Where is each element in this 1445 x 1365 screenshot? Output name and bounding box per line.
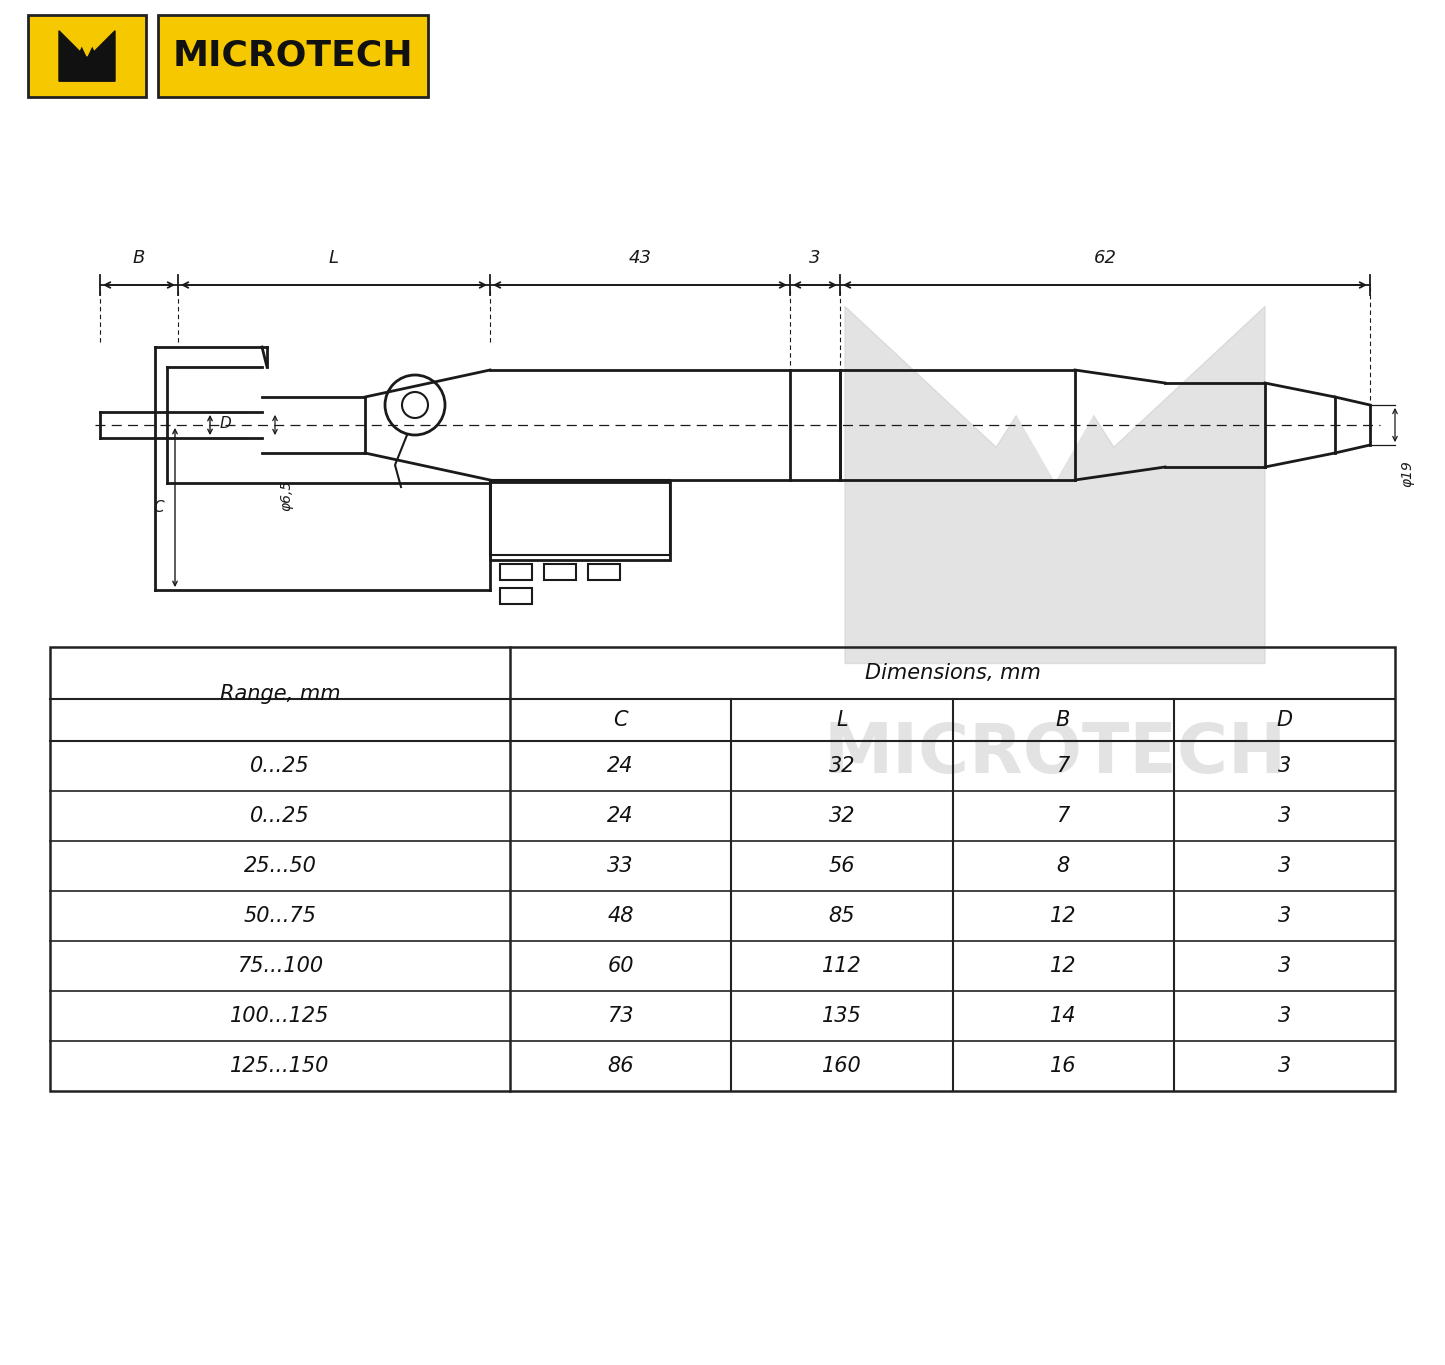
Bar bbox=[543, 564, 577, 580]
Text: 3: 3 bbox=[1277, 1006, 1290, 1026]
Text: 56: 56 bbox=[828, 856, 855, 876]
Text: L: L bbox=[329, 248, 340, 268]
Text: 112: 112 bbox=[822, 955, 861, 976]
Text: 8: 8 bbox=[1056, 856, 1069, 876]
Text: MICROTECH: MICROTECH bbox=[824, 721, 1286, 788]
Text: 24: 24 bbox=[607, 756, 634, 775]
Bar bbox=[490, 480, 670, 556]
Text: 43: 43 bbox=[629, 248, 652, 268]
Text: 100...125: 100...125 bbox=[230, 1006, 329, 1026]
Text: 50...75: 50...75 bbox=[244, 906, 316, 925]
Text: 0...25: 0...25 bbox=[250, 805, 309, 826]
Text: 86: 86 bbox=[607, 1057, 634, 1076]
Text: 7: 7 bbox=[1056, 756, 1069, 775]
Text: C: C bbox=[153, 500, 165, 515]
Text: 125...150: 125...150 bbox=[230, 1057, 329, 1076]
Bar bbox=[158, 15, 428, 97]
Text: 3: 3 bbox=[1277, 856, 1290, 876]
Text: 3: 3 bbox=[1277, 955, 1290, 976]
Text: D: D bbox=[1276, 710, 1292, 730]
Text: 3: 3 bbox=[809, 248, 821, 268]
Text: 3: 3 bbox=[1277, 805, 1290, 826]
Polygon shape bbox=[967, 328, 1143, 480]
Text: 12: 12 bbox=[1051, 906, 1077, 925]
Text: 73: 73 bbox=[607, 1006, 634, 1026]
Text: MICROTECH: MICROTECH bbox=[173, 40, 413, 72]
Text: 33: 33 bbox=[607, 856, 634, 876]
Text: D: D bbox=[220, 415, 231, 430]
Text: 16: 16 bbox=[1051, 1057, 1077, 1076]
Bar bbox=[500, 588, 532, 603]
Text: 0...25: 0...25 bbox=[250, 756, 309, 775]
Text: 25...50: 25...50 bbox=[244, 856, 316, 876]
Text: 24: 24 bbox=[607, 805, 634, 826]
Bar bbox=[500, 564, 532, 580]
Text: φ6,5: φ6,5 bbox=[279, 480, 293, 512]
Text: 135: 135 bbox=[822, 1006, 861, 1026]
Text: Range, mm: Range, mm bbox=[220, 684, 341, 704]
Text: 62: 62 bbox=[1094, 248, 1117, 268]
Bar bbox=[27, 15, 146, 97]
Text: 48: 48 bbox=[607, 906, 634, 925]
Text: L: L bbox=[837, 710, 848, 730]
Text: 7: 7 bbox=[1056, 805, 1069, 826]
Text: 32: 32 bbox=[828, 756, 855, 775]
Text: B: B bbox=[133, 248, 144, 268]
Text: 14: 14 bbox=[1051, 1006, 1077, 1026]
Text: 85: 85 bbox=[828, 906, 855, 925]
Text: φ19: φ19 bbox=[1400, 460, 1415, 487]
Polygon shape bbox=[845, 307, 1264, 663]
Polygon shape bbox=[77, 34, 98, 56]
Text: 3: 3 bbox=[1277, 756, 1290, 775]
Bar bbox=[490, 482, 670, 560]
Text: C: C bbox=[613, 710, 629, 730]
Polygon shape bbox=[59, 31, 116, 81]
Bar bbox=[51, 647, 1394, 1091]
Text: Dimensions, mm: Dimensions, mm bbox=[864, 663, 1040, 682]
Text: 75...100: 75...100 bbox=[237, 955, 324, 976]
Text: 60: 60 bbox=[607, 955, 634, 976]
Text: 32: 32 bbox=[828, 805, 855, 826]
Text: 3: 3 bbox=[1277, 1057, 1290, 1076]
Text: B: B bbox=[1056, 710, 1071, 730]
Text: 12: 12 bbox=[1051, 955, 1077, 976]
Text: 3: 3 bbox=[1277, 906, 1290, 925]
Bar bbox=[588, 564, 620, 580]
Text: 160: 160 bbox=[822, 1057, 861, 1076]
